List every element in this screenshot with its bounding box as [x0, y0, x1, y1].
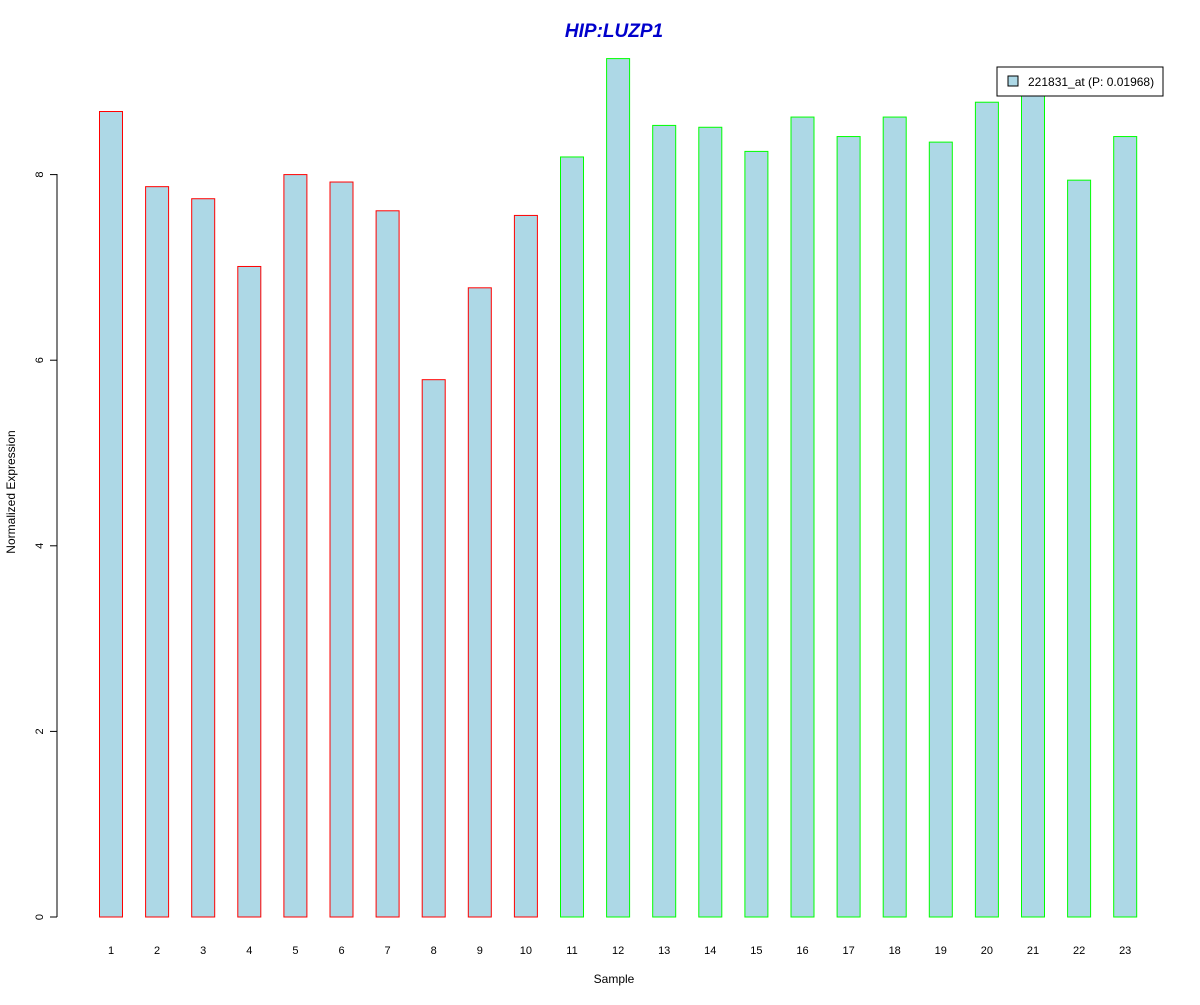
x-tick-label: 12: [612, 945, 624, 957]
bar-sample-21: [1021, 90, 1045, 918]
x-tick-label: 14: [704, 945, 716, 957]
x-tick-label: 19: [935, 945, 947, 957]
legend: 221831_at (P: 0.01968): [996, 66, 1164, 97]
bar-sample-17: [836, 136, 861, 918]
legend-label: 221831_at (P: 0.01968): [1028, 75, 1154, 89]
x-axis-label: Sample: [594, 972, 635, 986]
x-tick-label: 21: [1027, 945, 1039, 957]
x-tick-label: 15: [750, 945, 762, 957]
bar-sample-22: [1067, 179, 1092, 918]
bar-sample-8: [421, 379, 446, 918]
bar-sample-23: [1113, 136, 1138, 918]
y-tick-label: 8: [34, 172, 46, 178]
x-tick-label: 3: [200, 945, 206, 957]
y-tick-label: 0: [34, 914, 46, 920]
x-tick-label: 18: [889, 945, 901, 957]
y-tick-label: 4: [34, 543, 46, 549]
x-tick-label: 7: [385, 945, 391, 957]
bar-sample-14: [698, 126, 723, 918]
bars-group: [99, 58, 1138, 918]
x-tick-label: 13: [658, 945, 670, 957]
y-tick-label: 2: [34, 728, 46, 734]
bar-sample-9: [467, 287, 492, 918]
bar-sample-20: [974, 101, 999, 918]
bar-sample-6: [329, 181, 354, 918]
bar-sample-3: [191, 198, 216, 918]
x-tick-label: 22: [1073, 945, 1085, 957]
x-tick-label: 4: [246, 945, 252, 957]
x-axis-tick-labels: 1 2 3 4 5 6 7 8 9 10 11 12 13 14 15 16 17 18 19 20 21 22 23: [108, 945, 1131, 957]
bar-sample-10: [513, 214, 538, 918]
x-tick-label: 17: [842, 945, 854, 957]
x-tick-label: 5: [292, 945, 298, 957]
bar-sample-7: [375, 210, 400, 918]
bar-sample-16: [790, 116, 815, 918]
bar-sample-2: [145, 186, 170, 918]
bar-sample-5: [283, 174, 308, 918]
x-tick-label: 20: [981, 945, 993, 957]
bar-sample-19: [928, 141, 953, 918]
legend-box: [996, 66, 1164, 97]
y-tick-label: 6: [34, 357, 46, 363]
x-tick-label: 1: [108, 945, 114, 957]
x-tick-label: 16: [796, 945, 808, 957]
x-tick-label: 2: [154, 945, 160, 957]
bar-sample-13: [652, 124, 677, 918]
y-axis-ticks: 0 2 4 6 8: [34, 172, 57, 920]
x-tick-label: 8: [431, 945, 437, 957]
bar-sample-12: [606, 58, 631, 918]
bar-sample-1: [99, 110, 123, 918]
x-tick-label: 6: [338, 945, 344, 957]
bar-sample-18: [882, 116, 907, 918]
bar-sample-15: [744, 150, 769, 918]
y-axis-label: Normalized Expression: [4, 430, 18, 553]
legend-swatch: [1007, 75, 1019, 87]
chart-title: HIP:LUZP1: [565, 21, 663, 42]
bar-sample-11: [560, 156, 584, 918]
x-tick-label: 23: [1119, 945, 1131, 957]
x-tick-label: 11: [566, 945, 577, 957]
x-tick-label: 9: [477, 945, 483, 957]
x-tick-label: 10: [520, 945, 532, 957]
bar-sample-4: [237, 265, 262, 918]
